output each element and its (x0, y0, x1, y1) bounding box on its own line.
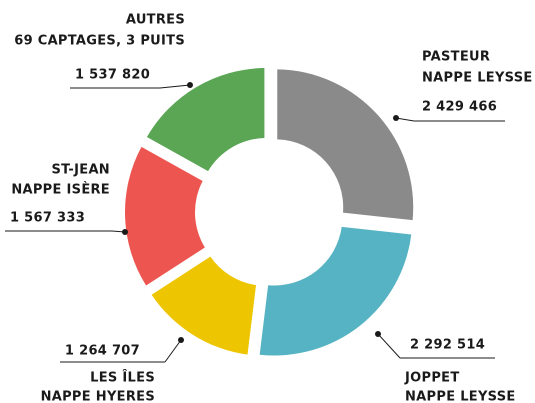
label-subtitle: NAPPE LEYSSE (422, 71, 533, 86)
leader-dot (178, 337, 184, 343)
leader-dot (375, 331, 381, 337)
leader-dot (393, 115, 399, 121)
leader-line (395, 117, 415, 122)
donut-segment (125, 146, 205, 286)
label-subtitle: NAPPE ISÈRE (11, 182, 110, 198)
value-label: 2 292 514 (410, 338, 485, 353)
label-name: AUTRES (126, 13, 185, 28)
label-subtitle: NAPPE LEYSSE (405, 390, 516, 403)
label-name: ST-JEAN (52, 163, 110, 178)
value-label: 1 264 707 (65, 344, 140, 359)
label-subtitle: 69 CAPTAGES, 3 PUITS (14, 34, 185, 49)
donut-segment (146, 67, 265, 172)
donut-segment (151, 256, 257, 355)
value-label: 1 537 820 (75, 68, 150, 83)
leader-line (377, 333, 401, 359)
value-label: 2 429 466 (422, 100, 497, 115)
leader-dot (187, 82, 193, 88)
label-name: LES ÎLES (90, 370, 155, 386)
leader-line (159, 84, 191, 89)
label-name: PASTEUR (422, 50, 490, 65)
leader-line (164, 339, 182, 363)
leader-dot (122, 229, 128, 235)
label-name: JOPPET (404, 371, 460, 386)
donut-segment (259, 226, 412, 356)
label-subtitle: NAPPE HYERES (41, 390, 155, 403)
value-label: 1 567 333 (10, 211, 85, 226)
donut-segment (277, 69, 414, 221)
